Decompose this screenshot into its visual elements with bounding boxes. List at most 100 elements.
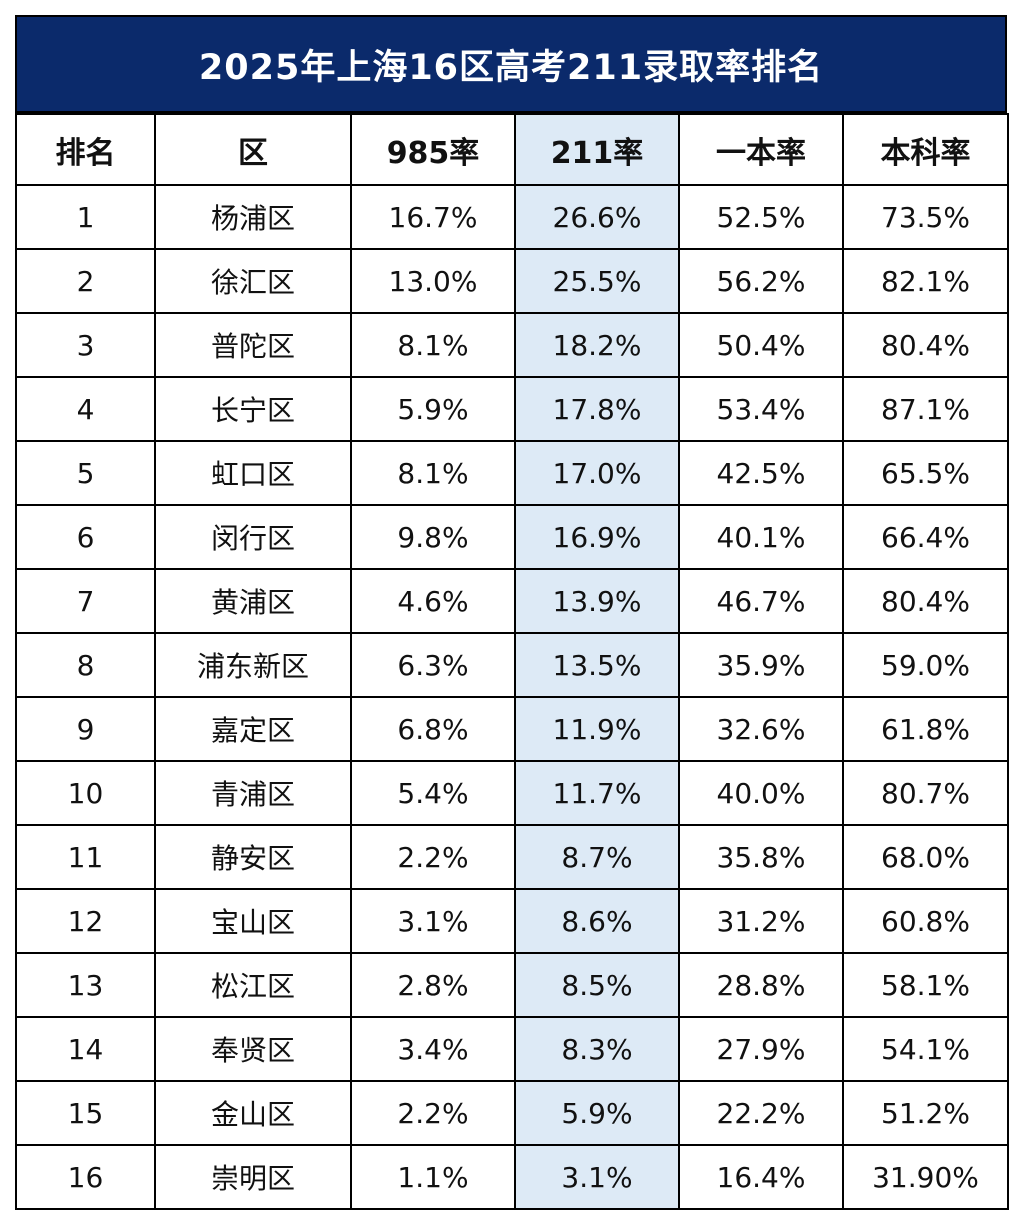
rank-cell: 11	[15, 824, 156, 890]
table-row: 8 浦东新区 6.3% 13.5% 35.9% 59.0%	[15, 632, 1009, 698]
district-cell: 金山区	[154, 1080, 352, 1146]
header-rank: 排名	[15, 113, 156, 186]
rate-undergrad-cell: 51.2%	[842, 1080, 1009, 1146]
rate-985-cell: 5.4%	[350, 760, 516, 826]
rate-tier1-cell: 42.5%	[678, 440, 844, 506]
rate-undergrad-cell: 80.4%	[842, 568, 1009, 634]
rate-211-cell: 8.5%	[514, 952, 680, 1018]
rate-tier1-cell: 50.4%	[678, 312, 844, 378]
rate-985-cell: 8.1%	[350, 440, 516, 506]
rate-985-cell: 4.6%	[350, 568, 516, 634]
rate-211-cell: 5.9%	[514, 1080, 680, 1146]
table-row: 9 嘉定区 6.8% 11.9% 32.6% 61.8%	[15, 696, 1009, 762]
rank-cell: 5	[15, 440, 156, 506]
district-cell: 松江区	[154, 952, 352, 1018]
rank-cell: 12	[15, 888, 156, 954]
rate-tier1-cell: 35.9%	[678, 632, 844, 698]
district-cell: 浦东新区	[154, 632, 352, 698]
rate-tier1-cell: 52.5%	[678, 184, 844, 250]
table-row: 15 金山区 2.2% 5.9% 22.2% 51.2%	[15, 1080, 1009, 1146]
table-row: 1 杨浦区 16.7% 26.6% 52.5% 73.5%	[15, 184, 1009, 250]
district-cell: 宝山区	[154, 888, 352, 954]
rate-undergrad-cell: 58.1%	[842, 952, 1009, 1018]
rate-tier1-cell: 27.9%	[678, 1016, 844, 1082]
table-row: 16 崇明区 1.1% 3.1% 16.4% 31.90%	[15, 1144, 1009, 1210]
rate-211-cell: 25.5%	[514, 248, 680, 314]
header-985-rate: 985率	[350, 113, 516, 186]
rate-undergrad-cell: 60.8%	[842, 888, 1009, 954]
table-row: 14 奉贤区 3.4% 8.3% 27.9% 54.1%	[15, 1016, 1009, 1082]
district-cell: 闵行区	[154, 504, 352, 570]
district-cell: 虹口区	[154, 440, 352, 506]
rate-985-cell: 3.4%	[350, 1016, 516, 1082]
rate-211-cell: 18.2%	[514, 312, 680, 378]
rate-985-cell: 13.0%	[350, 248, 516, 314]
rate-211-cell: 16.9%	[514, 504, 680, 570]
table-row: 3 普陀区 8.1% 18.2% 50.4% 80.4%	[15, 312, 1009, 378]
header-undergrad-rate: 本科率	[842, 113, 1009, 186]
rate-tier1-cell: 56.2%	[678, 248, 844, 314]
rate-tier1-cell: 22.2%	[678, 1080, 844, 1146]
table-header-row: 排名 区 985率 211率 一本率 本科率	[15, 113, 1009, 186]
district-cell: 黄浦区	[154, 568, 352, 634]
rate-211-cell: 26.6%	[514, 184, 680, 250]
table-row: 10 青浦区 5.4% 11.7% 40.0% 80.7%	[15, 760, 1009, 826]
district-cell: 青浦区	[154, 760, 352, 826]
rank-cell: 15	[15, 1080, 156, 1146]
rank-cell: 7	[15, 568, 156, 634]
table-body: 1 杨浦区 16.7% 26.6% 52.5% 73.5% 2 徐汇区 13.0% 25.5% 56…	[15, 184, 1009, 1210]
rank-cell: 1	[15, 184, 156, 250]
rate-985-cell: 16.7%	[350, 184, 516, 250]
header-tier1-rate: 一本率	[678, 113, 844, 186]
district-cell: 嘉定区	[154, 696, 352, 762]
rate-tier1-cell: 16.4%	[678, 1144, 844, 1210]
district-cell: 长宁区	[154, 376, 352, 442]
rate-211-cell: 13.9%	[514, 568, 680, 634]
rate-tier1-cell: 40.1%	[678, 504, 844, 570]
district-cell: 杨浦区	[154, 184, 352, 250]
table-row: 2 徐汇区 13.0% 25.5% 56.2% 82.1%	[15, 248, 1009, 314]
rate-tier1-cell: 32.6%	[678, 696, 844, 762]
rate-tier1-cell: 31.2%	[678, 888, 844, 954]
rank-cell: 14	[15, 1016, 156, 1082]
rate-211-cell: 13.5%	[514, 632, 680, 698]
rank-cell: 8	[15, 632, 156, 698]
rate-211-cell: 8.7%	[514, 824, 680, 890]
ranking-sheet: 2025年上海16区高考211录取率排名 排名 区 985率 211率 一本率 …	[15, 15, 1009, 1210]
rate-tier1-cell: 46.7%	[678, 568, 844, 634]
rate-undergrad-cell: 65.5%	[842, 440, 1009, 506]
header-211-rate: 211率	[514, 113, 680, 186]
district-cell: 崇明区	[154, 1144, 352, 1210]
rate-211-cell: 3.1%	[514, 1144, 680, 1210]
rate-undergrad-cell: 80.4%	[842, 312, 1009, 378]
rate-tier1-cell: 40.0%	[678, 760, 844, 826]
rate-211-cell: 8.6%	[514, 888, 680, 954]
rate-undergrad-cell: 87.1%	[842, 376, 1009, 442]
rate-985-cell: 5.9%	[350, 376, 516, 442]
rate-985-cell: 3.1%	[350, 888, 516, 954]
rate-undergrad-cell: 73.5%	[842, 184, 1009, 250]
rate-undergrad-cell: 31.90%	[842, 1144, 1009, 1210]
table-row: 11 静安区 2.2% 8.7% 35.8% 68.0%	[15, 824, 1009, 890]
district-cell: 普陀区	[154, 312, 352, 378]
rate-undergrad-cell: 82.1%	[842, 248, 1009, 314]
table-row: 4 长宁区 5.9% 17.8% 53.4% 87.1%	[15, 376, 1009, 442]
rate-undergrad-cell: 54.1%	[842, 1016, 1009, 1082]
rate-tier1-cell: 53.4%	[678, 376, 844, 442]
rate-211-cell: 17.0%	[514, 440, 680, 506]
title-banner: 2025年上海16区高考211录取率排名	[15, 15, 1007, 113]
rank-cell: 2	[15, 248, 156, 314]
table-row: 5 虹口区 8.1% 17.0% 42.5% 65.5%	[15, 440, 1009, 506]
rate-undergrad-cell: 59.0%	[842, 632, 1009, 698]
rank-cell: 13	[15, 952, 156, 1018]
rank-cell: 4	[15, 376, 156, 442]
rate-tier1-cell: 35.8%	[678, 824, 844, 890]
rate-undergrad-cell: 68.0%	[842, 824, 1009, 890]
rate-211-cell: 17.8%	[514, 376, 680, 442]
table-row: 7 黄浦区 4.6% 13.9% 46.7% 80.4%	[15, 568, 1009, 634]
rate-985-cell: 1.1%	[350, 1144, 516, 1210]
rate-tier1-cell: 28.8%	[678, 952, 844, 1018]
rate-985-cell: 6.3%	[350, 632, 516, 698]
district-cell: 徐汇区	[154, 248, 352, 314]
district-cell: 静安区	[154, 824, 352, 890]
